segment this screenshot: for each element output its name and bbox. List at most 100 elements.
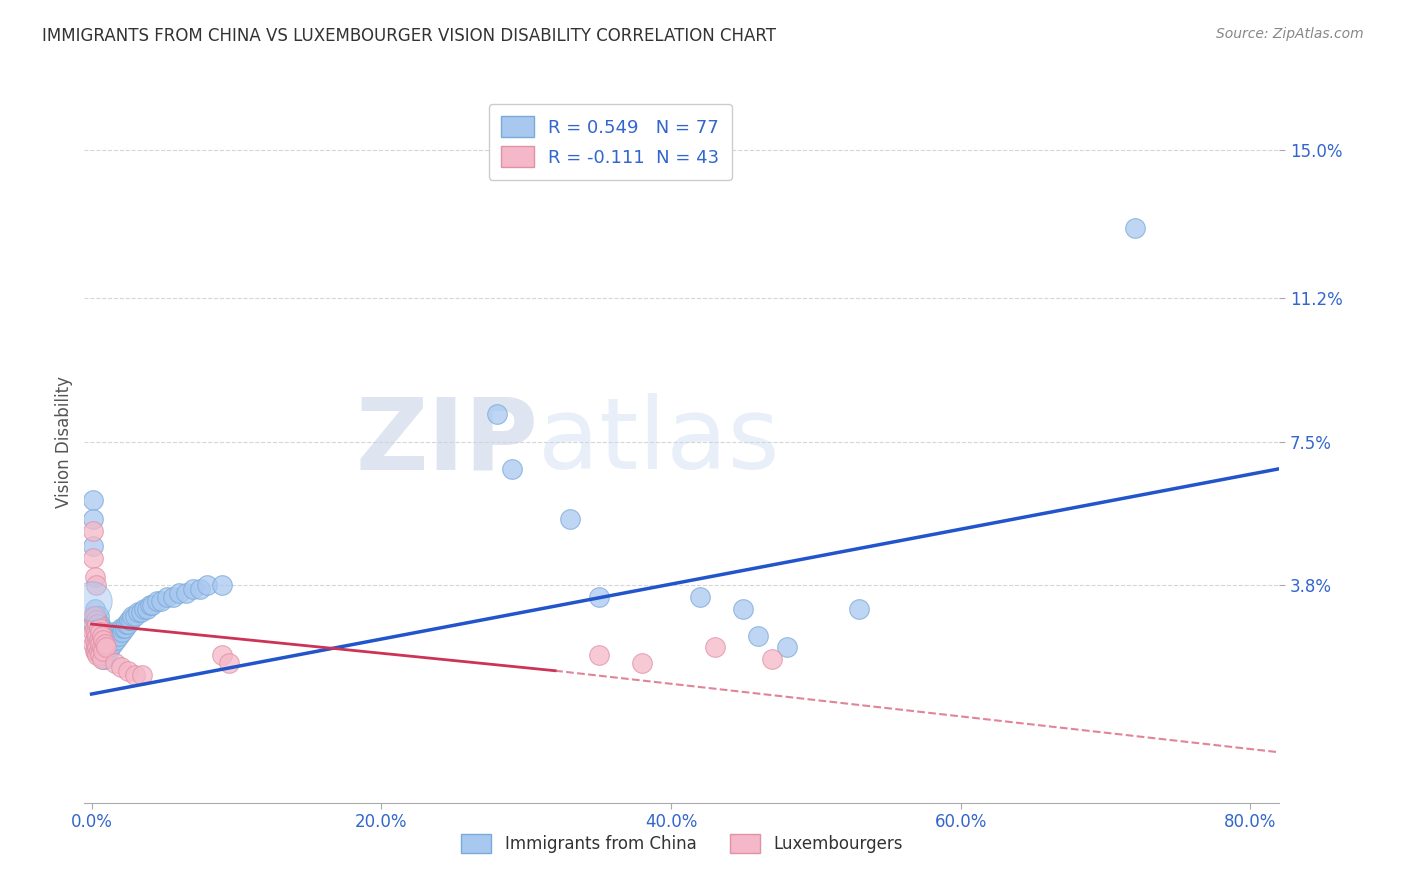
Point bbox=[689, 590, 711, 604]
Point bbox=[84, 613, 107, 627]
Point bbox=[110, 621, 132, 635]
Point bbox=[197, 578, 219, 592]
Point bbox=[82, 636, 104, 650]
Point bbox=[83, 624, 105, 639]
Point bbox=[121, 609, 143, 624]
Point bbox=[82, 609, 104, 624]
Point bbox=[776, 640, 799, 655]
Point bbox=[87, 632, 110, 647]
Point bbox=[86, 617, 108, 632]
Point bbox=[94, 640, 117, 655]
Point bbox=[156, 590, 179, 604]
Point bbox=[89, 617, 111, 632]
Point bbox=[91, 652, 114, 666]
Point bbox=[82, 594, 104, 608]
Point bbox=[747, 629, 769, 643]
Point bbox=[91, 632, 114, 647]
Point bbox=[89, 648, 111, 663]
Point bbox=[131, 667, 153, 681]
Point bbox=[104, 629, 127, 643]
Point bbox=[117, 617, 139, 632]
Point bbox=[91, 644, 114, 658]
Point bbox=[91, 640, 114, 655]
Point bbox=[162, 590, 184, 604]
Point bbox=[82, 617, 104, 632]
Text: atlas: atlas bbox=[538, 393, 780, 490]
Point bbox=[211, 578, 233, 592]
Point bbox=[84, 636, 107, 650]
Point bbox=[93, 652, 115, 666]
Point bbox=[98, 644, 121, 658]
Point bbox=[86, 648, 108, 663]
Point bbox=[90, 636, 112, 650]
Point bbox=[588, 590, 610, 604]
Point bbox=[84, 640, 107, 655]
Point bbox=[848, 601, 870, 615]
Point bbox=[174, 586, 197, 600]
Point bbox=[117, 664, 139, 678]
Point bbox=[84, 624, 107, 639]
Point bbox=[83, 601, 105, 615]
Point bbox=[93, 629, 115, 643]
Point bbox=[86, 617, 108, 632]
Point bbox=[188, 582, 211, 596]
Point bbox=[127, 606, 149, 620]
Point bbox=[110, 660, 132, 674]
Point bbox=[118, 613, 141, 627]
Point bbox=[84, 609, 107, 624]
Point bbox=[703, 640, 725, 655]
Y-axis label: Vision Disability: Vision Disability bbox=[55, 376, 73, 508]
Point bbox=[124, 609, 146, 624]
Point bbox=[82, 492, 104, 507]
Point bbox=[87, 621, 110, 635]
Point bbox=[181, 582, 204, 596]
Point bbox=[94, 648, 117, 663]
Point bbox=[93, 636, 115, 650]
Point bbox=[90, 640, 112, 655]
Point bbox=[103, 624, 125, 639]
Point bbox=[111, 624, 134, 639]
Point bbox=[486, 408, 509, 422]
Point bbox=[115, 617, 138, 632]
Point bbox=[1123, 220, 1146, 235]
Point bbox=[90, 629, 112, 643]
Point bbox=[90, 652, 112, 666]
Point bbox=[87, 644, 110, 658]
Point bbox=[84, 644, 107, 658]
Point bbox=[86, 629, 108, 643]
Text: ZIP: ZIP bbox=[356, 393, 538, 490]
Point bbox=[86, 632, 108, 647]
Point bbox=[86, 640, 108, 655]
Point bbox=[107, 624, 129, 639]
Point bbox=[82, 624, 104, 639]
Point bbox=[108, 629, 131, 643]
Point bbox=[87, 640, 110, 655]
Point bbox=[501, 461, 523, 475]
Point bbox=[733, 601, 755, 615]
Point bbox=[101, 632, 124, 647]
Point bbox=[90, 648, 112, 663]
Point bbox=[138, 598, 160, 612]
Point bbox=[96, 629, 118, 643]
Point bbox=[83, 609, 105, 624]
Point bbox=[114, 621, 136, 635]
Point bbox=[89, 624, 111, 639]
Point bbox=[91, 624, 114, 639]
Point bbox=[112, 621, 135, 635]
Point bbox=[135, 601, 157, 615]
Point bbox=[100, 629, 122, 643]
Point bbox=[83, 632, 105, 647]
Point bbox=[100, 640, 122, 655]
Point bbox=[98, 632, 121, 647]
Point bbox=[129, 606, 152, 620]
Point bbox=[90, 621, 112, 635]
Point bbox=[146, 594, 169, 608]
Point bbox=[141, 598, 163, 612]
Legend: Immigrants from China, Luxembourgers: Immigrants from China, Luxembourgers bbox=[454, 827, 910, 860]
Point bbox=[89, 636, 111, 650]
Point bbox=[87, 624, 110, 639]
Point bbox=[124, 667, 146, 681]
Point bbox=[558, 512, 581, 526]
Point bbox=[84, 629, 107, 643]
Text: Source: ZipAtlas.com: Source: ZipAtlas.com bbox=[1216, 27, 1364, 41]
